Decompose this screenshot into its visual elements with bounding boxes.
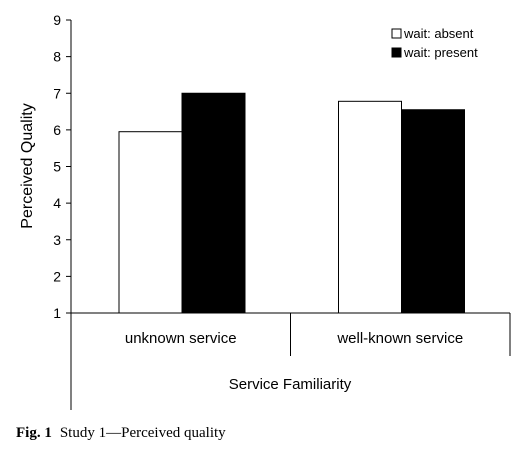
- bar-well-known-service-series-2: [401, 109, 465, 314]
- y-tick-label-2: 2: [53, 268, 61, 284]
- bar-well-known-service-series-1: [338, 100, 402, 314]
- y-tick-label-1: 1: [53, 305, 61, 321]
- x-tick-label-well-known-service: well-known service: [336, 330, 463, 347]
- y-axis-label: Perceived Quality: [19, 103, 36, 228]
- y-tick-label-8: 8: [53, 49, 61, 65]
- y-tick-label-3: 3: [53, 232, 61, 248]
- y-tick-label-5: 5: [53, 159, 61, 175]
- y-tick-label-7: 7: [53, 85, 61, 101]
- y-tick-label-4: 4: [53, 195, 61, 211]
- legend-swatch-series-2: [391, 47, 402, 58]
- y-tick-label-6: 6: [53, 122, 61, 138]
- y-tick-label-9: 9: [53, 12, 61, 28]
- x-tick-label-unknown-service: unknown service: [125, 330, 237, 347]
- legend-swatch-series-1: [391, 28, 402, 39]
- x-axis-label: Service Familiarity: [229, 376, 352, 393]
- bar-chart: Perceived Quality Service Familiarity 1 2…: [19, 12, 511, 410]
- figure-caption: Fig. 1 Study 1—Perceived quality: [16, 425, 226, 442]
- bar-unknown-service-series-1: [118, 131, 183, 314]
- legend-label-series-2: wait: present: [403, 45, 478, 60]
- bar-unknown-service-series-2: [181, 92, 246, 314]
- figure-caption-label: Fig. 1: [16, 425, 52, 441]
- figure-caption-text: Study 1—Perceived quality: [59, 425, 226, 441]
- legend-label-series-1: wait: absent: [403, 26, 474, 41]
